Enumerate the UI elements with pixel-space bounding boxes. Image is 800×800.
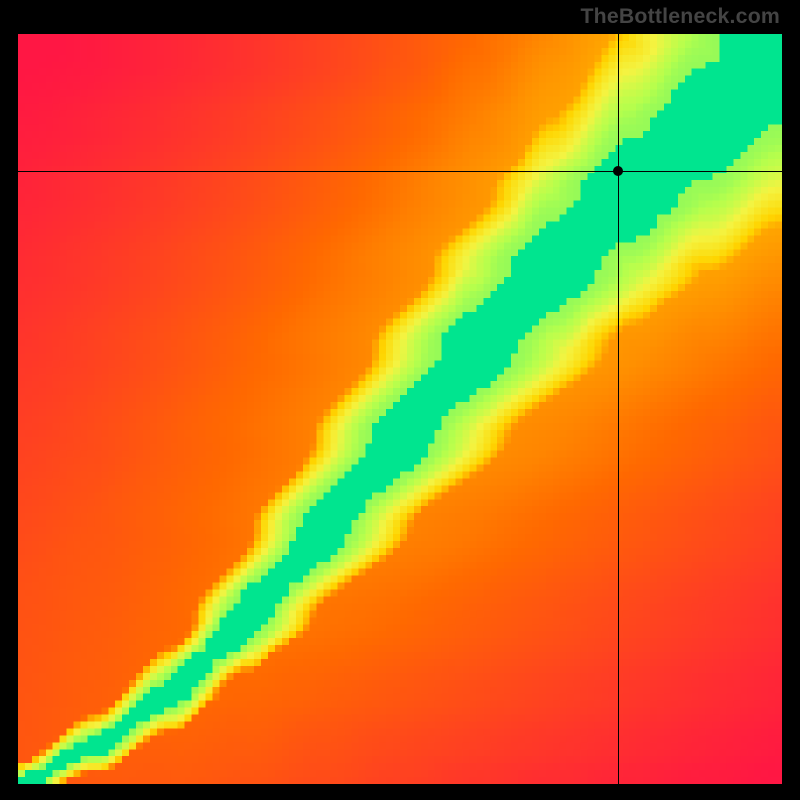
plot-area [18, 34, 782, 784]
heatmap-canvas [18, 34, 782, 784]
watermark-text: TheBottleneck.com [580, 4, 780, 29]
figure-container: TheBottleneck.com [0, 0, 800, 800]
